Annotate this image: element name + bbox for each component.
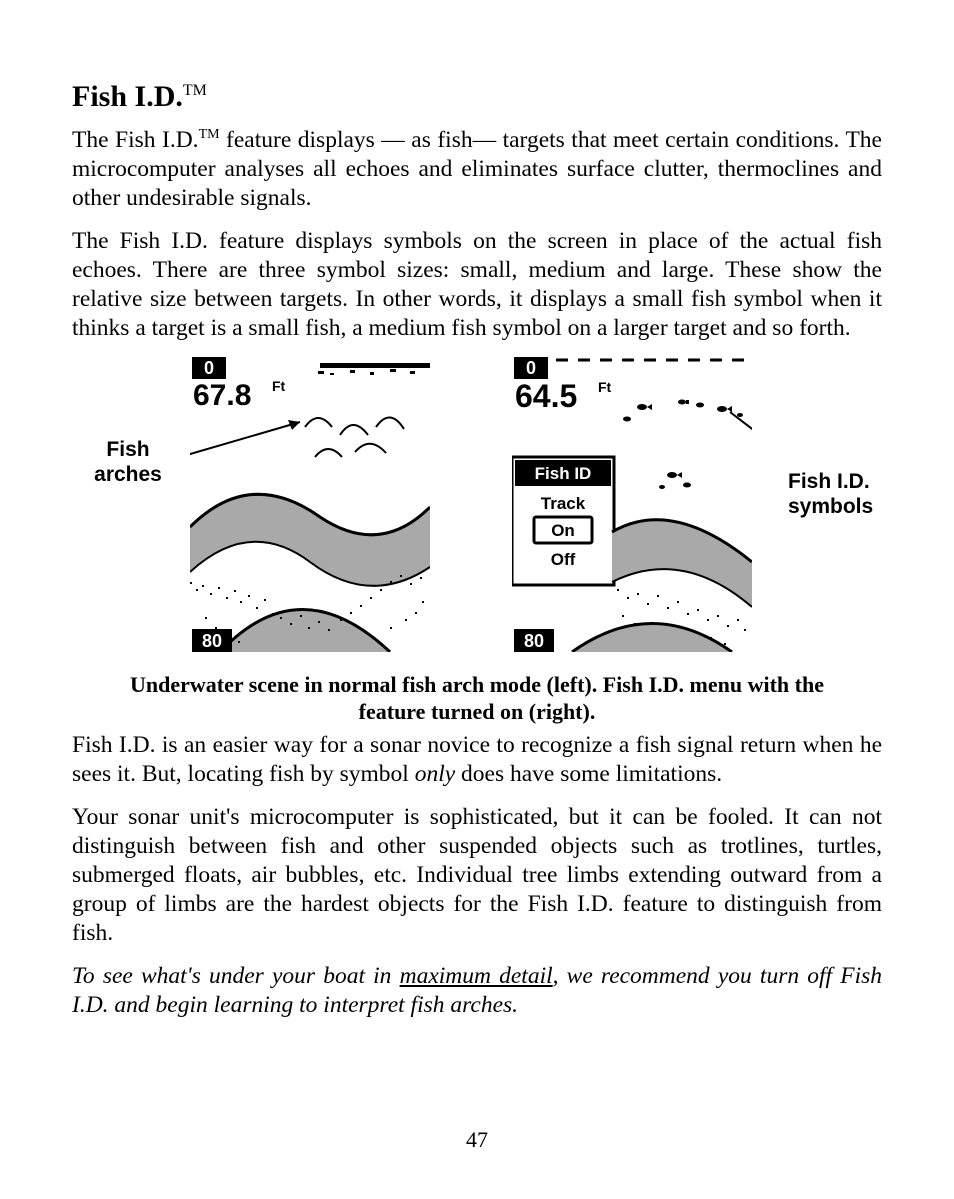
para5-u: maximum detail — [400, 963, 553, 989]
para1-tm: TM — [199, 127, 220, 142]
left-bottom-depth: 80 — [202, 631, 222, 651]
sonar-left: 0 67.8 Ft — [190, 357, 430, 652]
right-callout-label: Fish I.D. symbols — [788, 469, 898, 519]
right-unit: Ft — [598, 379, 612, 395]
para3-only: only — [415, 761, 455, 787]
para5-a: To see what's under your boat in — [72, 963, 400, 989]
left-callout-l1: Fish — [106, 438, 149, 461]
right-big-depth: 64.5 — [515, 378, 577, 414]
paragraph-3: Fish I.D. is an easier way for a sonar n… — [72, 731, 882, 789]
left-unit: Ft — [272, 378, 286, 394]
right-top-depth: 0 — [526, 358, 536, 378]
right-bottom-depth: 80 — [524, 631, 544, 651]
page: Fish I.D.TM The Fish I.D.TM feature disp… — [0, 0, 954, 1199]
left-callout-l2: arches — [94, 463, 162, 486]
left-big-depth: 67.8 — [193, 379, 251, 412]
paragraph-1: The Fish I.D.TM feature displays — as fi… — [72, 120, 882, 213]
paragraph-4: Your sonar unit's microcomputer is sophi… — [72, 803, 882, 948]
sonar-left-svg: 0 67.8 Ft — [190, 357, 430, 652]
page-number: 47 — [0, 1127, 954, 1153]
right-callout-l2: symbols — [788, 495, 873, 518]
paragraph-2: The Fish I.D. feature displays symbols o… — [72, 227, 882, 343]
menu-item-track[interactable]: Track — [541, 494, 586, 513]
figure-caption: Underwater scene in normal fish arch mod… — [112, 671, 842, 725]
menu-item-off[interactable]: Off — [551, 550, 576, 569]
paragraph-5: To see what's under your boat in maximum… — [72, 962, 882, 1020]
sonar-right-svg: 0 64.5 Ft — [512, 357, 752, 652]
menu-item-on[interactable]: On — [551, 521, 575, 540]
section-heading: Fish I.D.TM — [72, 80, 882, 114]
para3-b: does have some limitations. — [455, 761, 722, 787]
sonar-right: 0 64.5 Ft — [512, 357, 752, 652]
left-top-depth: 0 — [204, 358, 214, 378]
heading-text: Fish I.D. — [72, 80, 183, 113]
menu-title: Fish ID — [535, 464, 592, 483]
left-callout-label: Fish arches — [84, 437, 172, 487]
heading-tm: TM — [183, 82, 207, 99]
right-callout-l1: Fish I.D. — [788, 470, 870, 493]
figure-row: Fish arches 0 67.8 Ft — [72, 357, 882, 667]
para1-a: The Fish I.D. — [72, 127, 199, 153]
